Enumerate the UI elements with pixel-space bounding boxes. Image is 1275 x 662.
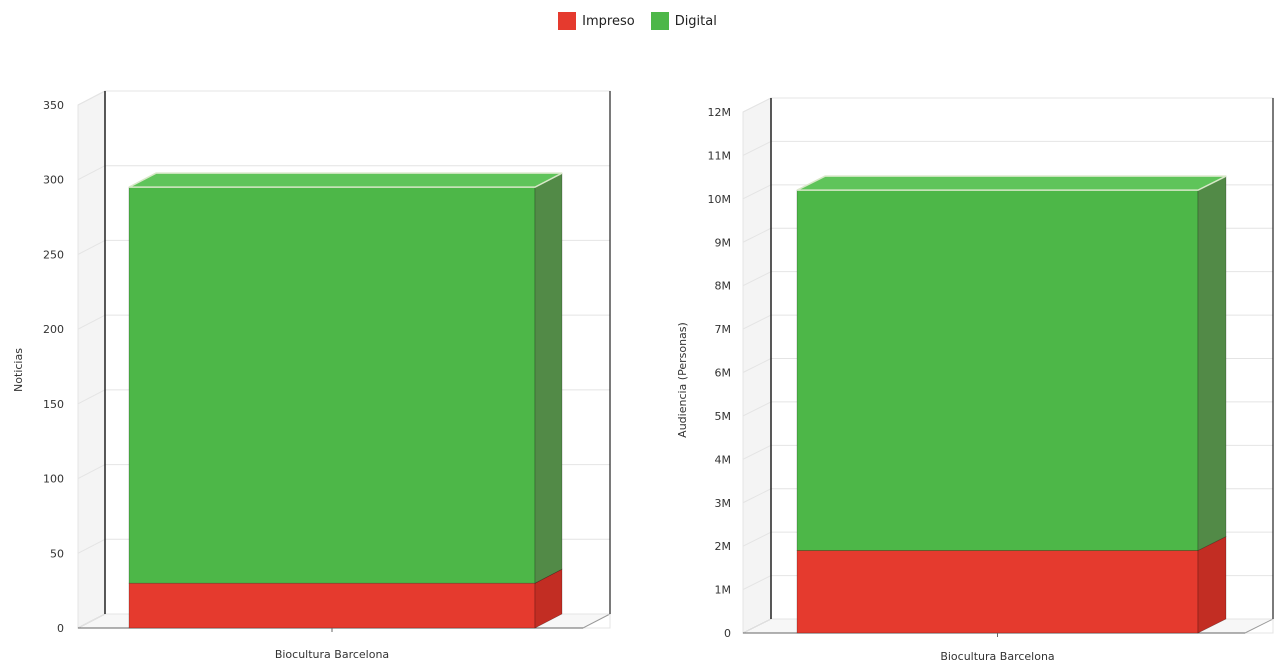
gridline-side	[742, 314, 772, 330]
gridline-side	[77, 90, 106, 106]
gridline-side	[742, 488, 772, 504]
bar-segment-digital	[796, 175, 1227, 551]
gridline-side	[742, 140, 772, 156]
gridline-side	[77, 613, 106, 629]
y-tick-label: 0	[57, 622, 64, 635]
y-tick-label: 7M	[715, 323, 732, 336]
y-tick-label: 2M	[715, 540, 732, 553]
y-tick-label: 0	[724, 627, 731, 640]
y-tick-label: 4M	[715, 453, 732, 466]
gridline-side	[742, 184, 772, 200]
legend: Impreso Digital	[0, 8, 1275, 34]
gridline-side	[742, 271, 772, 287]
digital-swatch-icon	[650, 12, 669, 30]
chart-1: 0 50 100 150 200 250 300 350 Biocultura Barcelon…	[12, 90, 611, 661]
gridline-side	[742, 358, 772, 373]
gridline-side	[77, 314, 106, 330]
gridline-side	[742, 618, 772, 634]
y-tick-label: 8M	[715, 280, 732, 293]
y-tick-label: 1M	[715, 584, 732, 597]
gridline-side	[742, 227, 772, 243]
chart-2: 0 1M 2M 3M 4M 5M 6M 7M 8M 9M 10M 11M 12M Biocultura B…	[676, 97, 1274, 662]
bar-side	[1197, 175, 1227, 551]
bar-segment-digital	[128, 172, 563, 584]
y-tick-label: 12M	[708, 106, 732, 119]
side-wall	[77, 90, 106, 629]
y-tick-label: 250	[43, 248, 64, 261]
gridline-side	[742, 575, 772, 591]
y-tick-label: 10M	[708, 193, 732, 206]
legend-label-impreso: Impreso	[582, 13, 635, 29]
bar-front	[796, 550, 1199, 634]
y-tick-label: 5M	[715, 410, 732, 423]
gridline-side	[742, 97, 772, 113]
y-tick-label: 350	[43, 99, 64, 112]
gridline-side	[742, 401, 772, 417]
gridline-side	[77, 239, 106, 255]
y-tick-label: 150	[43, 398, 64, 411]
y-tick-label: 9M	[715, 236, 732, 249]
impreso-swatch-icon	[558, 12, 577, 30]
x-tick-label: Biocultura Barcelona	[275, 648, 389, 661]
legend-label-digital: Digital	[674, 13, 717, 29]
bar-segment-impreso	[128, 568, 563, 629]
bar-segment-impreso	[796, 536, 1227, 634]
x-tick-label: Biocultura Barcelona	[940, 650, 1054, 662]
bar-side	[1197, 536, 1227, 634]
y-tick-label: 300	[43, 174, 64, 187]
bar-front	[128, 582, 536, 629]
gridline-side	[77, 464, 106, 480]
legend-item-impreso[interactable]: Impreso	[558, 12, 635, 30]
gridline-side	[742, 444, 772, 460]
gridline-side	[77, 389, 106, 405]
y-axis-title: Audiencia (Personas)	[676, 322, 689, 438]
y-tick-label: 6M	[715, 367, 732, 380]
legend-item-digital[interactable]: Digital	[650, 12, 717, 30]
y-tick-label: 3M	[715, 497, 732, 510]
y-tick-label: 100	[43, 473, 64, 486]
gridline-side	[742, 531, 772, 547]
bar-front	[128, 186, 536, 584]
bar-top	[796, 175, 1227, 191]
bar-side	[534, 172, 563, 584]
gridline-side	[77, 538, 106, 554]
y-axis-title: Noticias	[12, 348, 25, 392]
bar-front	[796, 189, 1199, 551]
gridline-side	[77, 165, 106, 181]
y-tick-label: 50	[50, 547, 64, 560]
y-tick-label: 200	[43, 323, 64, 336]
bar-top	[128, 172, 563, 188]
y-tick-label: 11M	[708, 149, 732, 162]
